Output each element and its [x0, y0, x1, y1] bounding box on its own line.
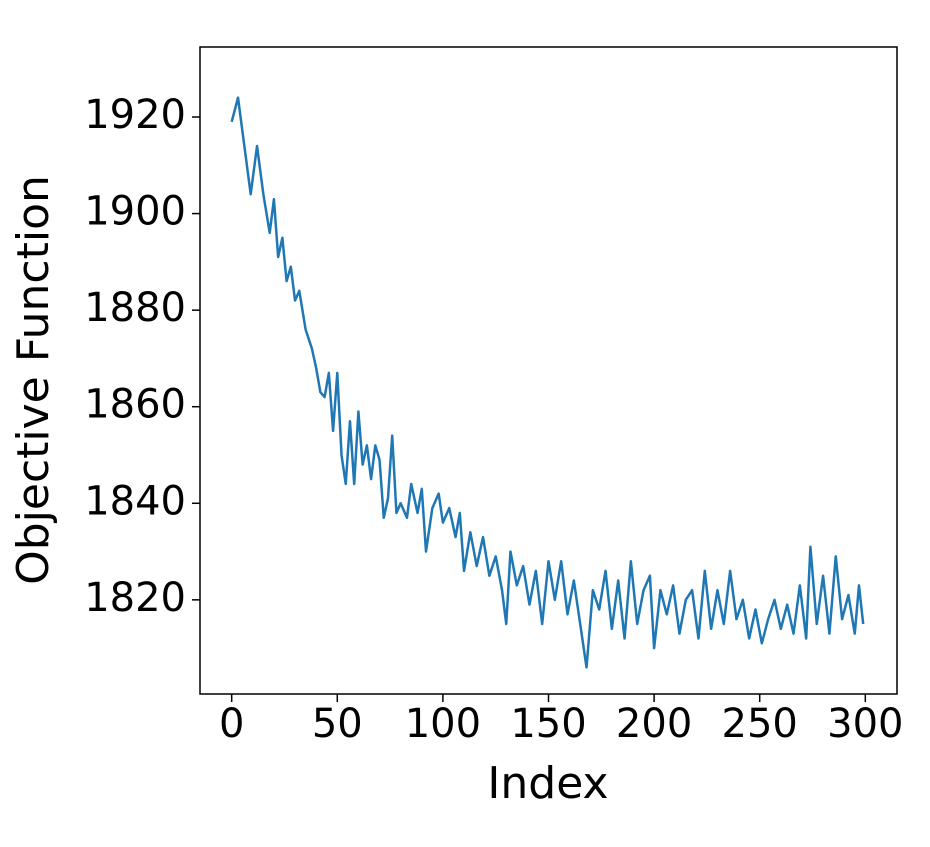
- x-tick-label: 50: [312, 701, 363, 747]
- x-tick-label: 300: [827, 701, 903, 747]
- y-tick-label: 1920: [84, 92, 186, 138]
- x-tick-label: 0: [219, 701, 244, 747]
- x-tick-label: 250: [722, 701, 798, 747]
- plot-frame: [199, 46, 898, 695]
- data-line: [230, 96, 865, 669]
- y-tick-label: 1820: [84, 575, 186, 621]
- x-tick-label: 150: [510, 701, 586, 747]
- y-tick-label: 1880: [84, 285, 186, 331]
- y-tick-label: 1840: [84, 478, 186, 524]
- y-axis-label: Objective Function: [8, 175, 59, 585]
- x-axis-label: Index: [487, 758, 608, 809]
- y-tick-label: 1860: [84, 382, 186, 428]
- x-tick-label: 100: [405, 701, 481, 747]
- y-tick-label: 1900: [84, 189, 186, 235]
- x-tick-label: 200: [616, 701, 692, 747]
